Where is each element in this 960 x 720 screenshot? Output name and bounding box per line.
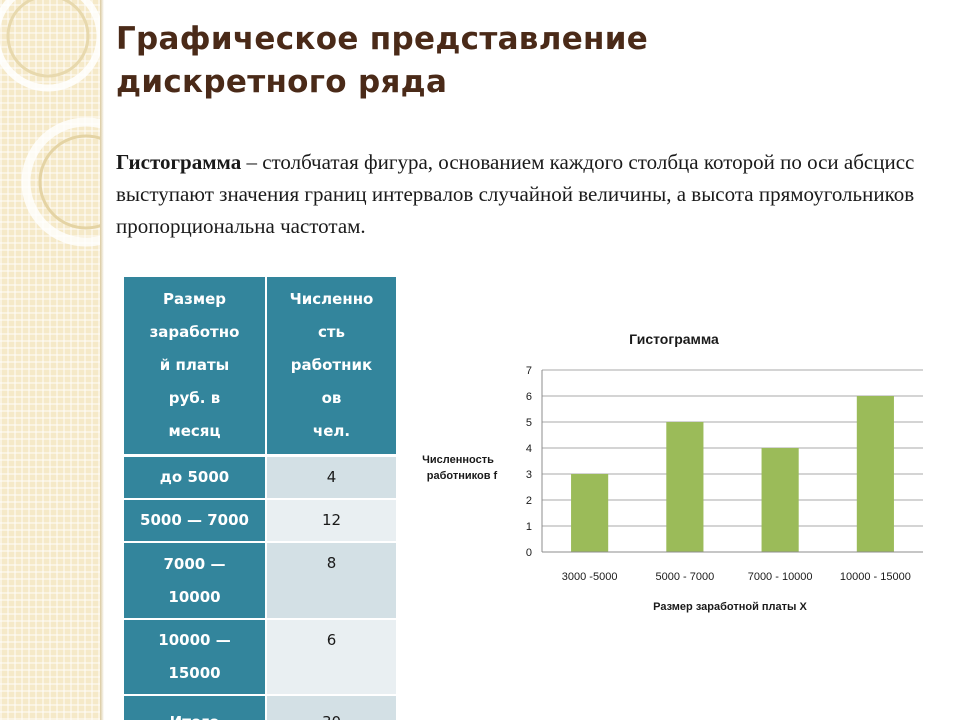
table-header-salary-line: заработно: [149, 323, 240, 341]
y-axis-label-line: Численность: [422, 454, 494, 466]
table-header-salary-line: руб. в: [168, 389, 221, 407]
page-title-line-2: дискретного ряда: [116, 64, 448, 100]
table-row-range-text: 10000: [168, 587, 221, 606]
frequency-table: Размер заработно й платы руб. в месяц Чи…: [124, 277, 396, 720]
y-tick-label: 0: [526, 547, 532, 559]
histogram-chart: Гистограмма 0 1 2 3 4 5 6 7 3000 -5000 5000 - 700…: [418, 320, 938, 634]
page-title: Графическое представление дискретного ря…: [116, 18, 916, 104]
table-row-range: до 5000: [124, 457, 265, 498]
chart-bar: [666, 422, 704, 552]
x-tick-label: 10000 - 15000: [840, 571, 911, 583]
x-axis-label: Размер заработной платы X: [653, 601, 807, 613]
table-row-count: 12: [267, 500, 396, 541]
x-tick-label: 7000 - 10000: [748, 571, 813, 583]
table-row-range: 7000 — 10000: [124, 543, 265, 618]
table-row-range-text: 7000 —: [163, 554, 226, 573]
table-header-count-line: ов: [321, 389, 342, 407]
y-tick-label: 4: [526, 443, 532, 455]
chart-bar: [571, 474, 609, 552]
table-header-salary-line: й платы: [159, 356, 230, 374]
y-tick-label: 6: [526, 391, 532, 403]
chart-bars: [571, 396, 894, 552]
table-row-range: Итого: [124, 696, 265, 720]
table-row-range-text: Итого: [170, 706, 220, 720]
definition-term: Гистограмма: [116, 150, 242, 174]
chart-title: Гистограмма: [629, 331, 719, 347]
y-tick-label: 3: [526, 469, 532, 481]
page-title-line-1: Графическое представление: [116, 21, 649, 57]
table-row-count: 6: [267, 620, 396, 694]
table-row-count: 8: [267, 543, 396, 618]
chart-axes: 0 1 2 3 4 5 6 7 3000 -5000 5000 - 7000 7000 - 1000…: [526, 365, 923, 583]
decorative-rings: [0, 0, 104, 247]
table-header-count-line: Численно: [289, 290, 374, 308]
decorative-strip: [0, 0, 104, 720]
table-row-range-text: до 5000: [159, 468, 230, 486]
y-axis-label-line: работников f: [427, 470, 498, 482]
table-header-salary-line: Размер: [162, 290, 226, 308]
table-row-count-text: 30: [322, 706, 341, 720]
table-header-count-line: сть: [317, 323, 346, 341]
table-row-count: 4: [267, 457, 396, 498]
definition-text: – столбчатая фигура, основанием каждого …: [116, 150, 915, 238]
table-row-count-text: 12: [321, 511, 342, 529]
chart-bar: [856, 396, 894, 552]
table-row-range: 10000 — 15000: [124, 620, 265, 694]
chart-bar: [761, 448, 799, 552]
y-tick-label: 1: [526, 521, 532, 533]
table-row-count-text: 6: [326, 631, 337, 649]
table-row-range-text: 10000 —: [158, 631, 231, 649]
table-header-count: Численно сть работник ов чел.: [267, 277, 396, 454]
y-tick-label: 2: [526, 495, 532, 507]
table-header-salary-line: месяц: [168, 422, 221, 440]
table-row-count: 30: [267, 696, 396, 720]
y-tick-label: 5: [526, 417, 532, 429]
table-header-count-line: работник: [290, 356, 373, 374]
table-row-count-text: 8: [326, 554, 337, 572]
definition-paragraph: Гистограмма – столбчатая фигура, основан…: [116, 146, 916, 242]
table-row-range-text: 5000 — 7000: [140, 511, 249, 529]
table-header-salary: Размер заработно й платы руб. в месяц: [124, 277, 265, 454]
table-header-count-line: чел.: [312, 422, 351, 440]
x-tick-label: 5000 - 7000: [656, 571, 715, 583]
histogram-svg: Гистограмма 0 1 2 3 4 5 6 7 3000 -5000 5000 - 700…: [418, 320, 938, 634]
x-tick-label: 3000 -5000: [562, 571, 618, 583]
table-row-range-text: 15000: [168, 664, 221, 682]
table-row-range: 5000 — 7000: [124, 500, 265, 541]
table-row-count-text: 4: [326, 468, 337, 486]
y-tick-label: 7: [526, 365, 532, 377]
